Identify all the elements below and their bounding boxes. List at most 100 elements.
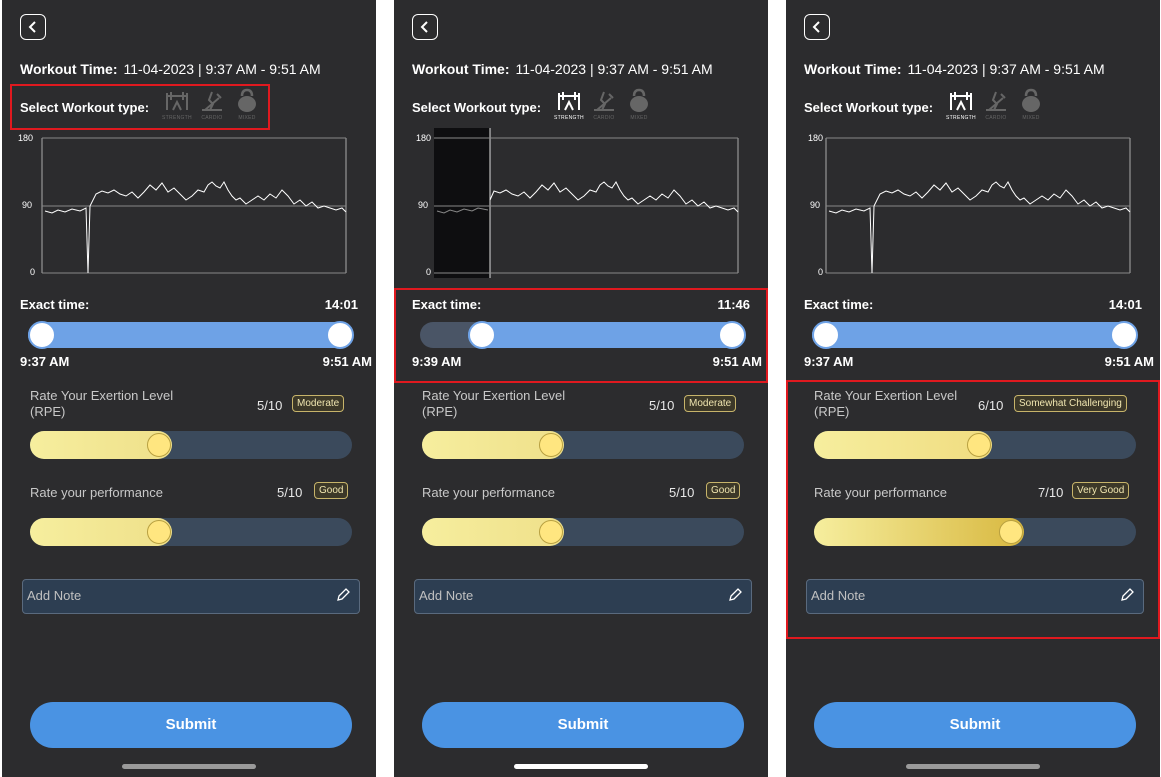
strength-label: STRENGTH [946, 115, 976, 121]
performance-badge: Good [706, 482, 741, 499]
workout-type-mixed[interactable]: MIXED [1016, 88, 1046, 126]
cardio-icon [986, 91, 1006, 111]
strength-label: STRENGTH [554, 115, 584, 121]
chevron-left-icon [28, 21, 36, 33]
home-indicator [514, 764, 648, 769]
range-start-handle[interactable] [468, 321, 496, 349]
highlight-exact-time [394, 288, 768, 383]
confused-face-icon[interactable] [539, 433, 563, 457]
rpe-badge: Moderate [292, 395, 345, 412]
performance-title: Rate your performance [814, 485, 947, 500]
note-placeholder: Add Note [27, 588, 82, 603]
mixed-label: MIXED [630, 115, 648, 121]
time-range-slider[interactable] [420, 321, 746, 349]
back-button[interactable] [20, 14, 46, 40]
confused-face-icon[interactable] [147, 433, 171, 457]
kettlebell-icon [630, 88, 648, 112]
add-note-field[interactable]: Add Note [414, 579, 752, 614]
rpe-title: Rate Your Exertion Level (RPE) [422, 388, 566, 419]
pencil-icon[interactable] [727, 587, 743, 603]
neutral-face-icon[interactable] [539, 520, 563, 544]
strength-icon [950, 92, 972, 111]
strength-icon [166, 92, 188, 111]
range-end-handle[interactable] [326, 321, 354, 349]
range-end-label: 9:51 AM [1104, 354, 1154, 369]
strength-icon [558, 92, 580, 111]
add-note-field[interactable]: Add Note [22, 579, 360, 614]
kettlebell-icon [1022, 88, 1040, 112]
heart-rate-chart: 180 90 0 [18, 133, 347, 277]
range-start-handle[interactable] [28, 321, 56, 349]
workout-type-cardio[interactable]: CARDIO [197, 88, 227, 126]
smile-face-icon[interactable] [999, 520, 1023, 544]
submit-button[interactable]: Submit [30, 702, 352, 748]
workout-type-cardio[interactable]: CARDIO [589, 88, 619, 126]
y-tick-0: 0 [30, 267, 35, 277]
rpe-slider[interactable] [422, 431, 744, 459]
mixed-label: MIXED [1022, 115, 1040, 121]
range-end-handle[interactable] [1110, 321, 1138, 349]
performance-slider[interactable] [30, 518, 352, 546]
rpe-value: 5/10 [649, 398, 675, 413]
rpe-badge: Moderate [684, 395, 737, 412]
workout-type-cardio[interactable]: CARDIO [981, 88, 1011, 126]
neutral-face-icon[interactable] [147, 520, 171, 544]
range-end-handle[interactable] [718, 321, 746, 349]
range-start-label: 9:37 AM [20, 354, 70, 369]
rpe-slider[interactable] [814, 431, 1136, 459]
y-tick-180: 180 [808, 133, 823, 143]
workout-type-strength[interactable]: STRENGTH [554, 88, 584, 126]
exact-time-label: Exact time: [20, 297, 90, 312]
workout-type-mixed[interactable]: MIXED [232, 88, 262, 126]
workout-type-strength[interactable]: STRENGTH [946, 88, 976, 126]
pencil-icon[interactable] [1119, 587, 1135, 603]
home-indicator [906, 764, 1040, 769]
chevron-left-icon [420, 21, 428, 33]
heart-rate-chart: 180 90 0 [416, 128, 739, 278]
performance-value: 7/10 [1038, 485, 1064, 500]
y-tick-90: 90 [418, 200, 428, 210]
panel-2: Workout Time: 11-04-2023 | 9:37 AM - 9:51… [394, 0, 768, 777]
range-end-label: 9:51 AM [322, 354, 372, 369]
workout-time: Workout Time: 11-04-2023 | 9:37 AM - 9:51… [412, 61, 713, 77]
submit-button[interactable]: Submit [814, 702, 1136, 748]
exact-time-label: Exact time: [804, 297, 874, 312]
rpe-value: 6/10 [978, 398, 1004, 413]
heart-rate-line [436, 207, 489, 214]
back-button[interactable] [804, 14, 830, 40]
heart-rate-line [489, 181, 739, 213]
rpe-title: Rate Your Exertion Level (RPE) [814, 388, 958, 419]
exact-time-label: Exact time: [412, 297, 482, 312]
workout-time: Workout Time: 11-04-2023 | 9:37 AM - 9:51… [20, 61, 321, 77]
y-tick-90: 90 [810, 200, 820, 210]
cardio-icon [594, 91, 614, 111]
workout-type-mixed[interactable]: MIXED [624, 88, 654, 126]
workout-time: Workout Time: 11-04-2023 | 9:37 AM - 9:51… [804, 61, 1105, 77]
select-workout-type-label: Select Workout type: [20, 100, 150, 115]
cardio-icon [202, 91, 222, 111]
range-start-label: 9:37 AM [804, 354, 854, 369]
performance-value: 5/10 [277, 485, 303, 500]
performance-slider[interactable] [422, 518, 744, 546]
y-tick-0: 0 [818, 267, 823, 277]
cardio-label: CARDIO [985, 115, 1007, 121]
exact-time-value: 14:01 [324, 297, 358, 312]
rpe-slider[interactable] [30, 431, 352, 459]
time-range-slider[interactable] [812, 321, 1138, 349]
performance-badge: Very Good [1072, 482, 1130, 499]
performance-title: Rate your performance [30, 485, 163, 500]
time-range-slider[interactable] [28, 321, 354, 349]
note-placeholder: Add Note [811, 588, 866, 603]
submit-button[interactable]: Submit [422, 702, 744, 748]
chevron-left-icon [812, 21, 820, 33]
heart-rate-chart: 180 90 0 [808, 133, 1131, 277]
performance-slider[interactable] [814, 518, 1136, 546]
grimace-face-icon[interactable] [967, 433, 991, 457]
range-start-handle[interactable] [812, 321, 840, 349]
pencil-icon[interactable] [335, 587, 351, 603]
add-note-field[interactable]: Add Note [806, 579, 1144, 614]
note-placeholder: Add Note [419, 588, 474, 603]
select-workout-type-label: Select Workout type: [804, 100, 934, 115]
workout-type-strength[interactable]: STRENGTH [162, 88, 192, 126]
back-button[interactable] [412, 14, 438, 40]
